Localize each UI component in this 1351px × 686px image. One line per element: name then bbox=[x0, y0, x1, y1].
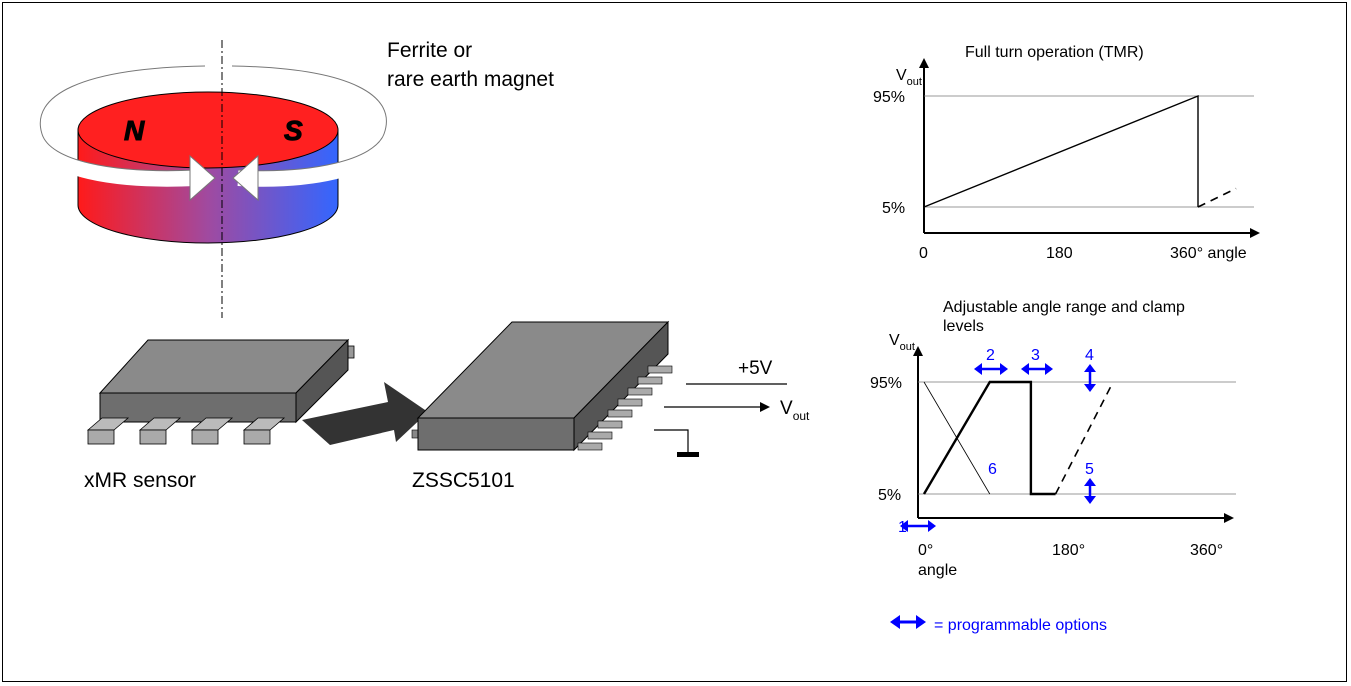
marker-2-label: 2 bbox=[986, 347, 995, 364]
chart-bottom-series-3-line bbox=[923, 381, 991, 495]
marker-3-label: 3 bbox=[1031, 347, 1040, 364]
chart-bottom-xtick-180: 180° bbox=[1052, 542, 1085, 559]
chart-adjustable-range: Adjustable angle range and clamp levels … bbox=[870, 299, 1236, 579]
chart-bottom-ylabel: Vout bbox=[889, 332, 915, 353]
sensor-label: xMR sensor bbox=[84, 469, 196, 492]
chart-top-ytick-5: 5% bbox=[882, 200, 905, 217]
ic-pins bbox=[577, 365, 673, 451]
option-4-arrow-icon bbox=[1084, 364, 1096, 392]
chart-bottom-xlabel: angle bbox=[918, 562, 957, 579]
rotation-arrowhead-right bbox=[232, 154, 259, 202]
chart-bottom-title-line2: levels bbox=[943, 318, 984, 335]
chart-bottom-series bbox=[922, 380, 1114, 496]
vout-label: Vout bbox=[780, 398, 810, 423]
legend-text: = programmable options bbox=[934, 617, 1107, 634]
chart-top-series bbox=[923, 94, 1237, 208]
chart-top-xtick-360: 360° angle bbox=[1170, 245, 1247, 262]
magnet-label-line2: rare earth magnet bbox=[387, 68, 554, 91]
signal-arrow bbox=[302, 382, 428, 445]
chart-bottom-xtick-360: 360° bbox=[1190, 542, 1223, 559]
north-pole-label: N bbox=[124, 115, 145, 146]
chart-bottom-title-line1: Adjustable angle range and clamp bbox=[943, 299, 1185, 316]
legend-arrow-icon bbox=[890, 615, 926, 629]
rotation-ring-right bbox=[231, 66, 395, 187]
rotation-arrowhead-left bbox=[189, 154, 216, 202]
marker-4-label: 4 bbox=[1085, 347, 1094, 364]
chart-top-series-1-line bbox=[923, 94, 1199, 208]
option-3-arrow-icon bbox=[1021, 363, 1053, 375]
chart-bottom-ytick-5: 5% bbox=[878, 487, 901, 504]
option-5-arrow-icon bbox=[1084, 478, 1096, 504]
sensor-pins bbox=[86, 417, 286, 445]
ground-line bbox=[654, 429, 689, 452]
ground-symbol bbox=[677, 452, 699, 457]
chart-bottom-series-2-line bbox=[1054, 381, 1114, 495]
chart-bottom-ytick-95: 95% bbox=[870, 375, 902, 392]
chart-bottom-series-1-line bbox=[922, 380, 1056, 496]
chart-top-ytick-95: 95% bbox=[873, 89, 905, 106]
option-2-arrow-icon bbox=[974, 363, 1008, 375]
chart-full-turn: Full turn operation (TMR) Vout 95% 5% 0 … bbox=[873, 44, 1260, 262]
chart-top-xtick-0: 0 bbox=[919, 245, 928, 262]
marker-6-label: 6 bbox=[988, 461, 997, 478]
xmr-sensor-chip bbox=[86, 338, 355, 445]
rotation-ring-left bbox=[32, 66, 206, 187]
option-1-arrow-icon bbox=[900, 520, 936, 532]
supply-voltage-label: +5V bbox=[738, 358, 773, 379]
south-pole-label: S bbox=[284, 115, 303, 146]
chart-top-series-2-line bbox=[1197, 187, 1237, 208]
legend: = programmable options bbox=[890, 615, 1107, 634]
magnet-label-line1: Ferrite or bbox=[387, 39, 472, 62]
chart-top-xtick-180: 180 bbox=[1046, 245, 1073, 262]
marker-5-label: 5 bbox=[1085, 461, 1094, 478]
chart-top-title: Full turn operation (TMR) bbox=[965, 44, 1144, 61]
magnet: N S bbox=[32, 40, 395, 318]
chart-bottom-xtick-0: 0° bbox=[918, 542, 933, 559]
zssc5101-chip bbox=[411, 320, 673, 452]
magnet-top bbox=[77, 91, 339, 169]
ic-label: ZSSC5101 bbox=[412, 469, 515, 492]
chart-top-ylabel: Vout bbox=[896, 67, 922, 88]
